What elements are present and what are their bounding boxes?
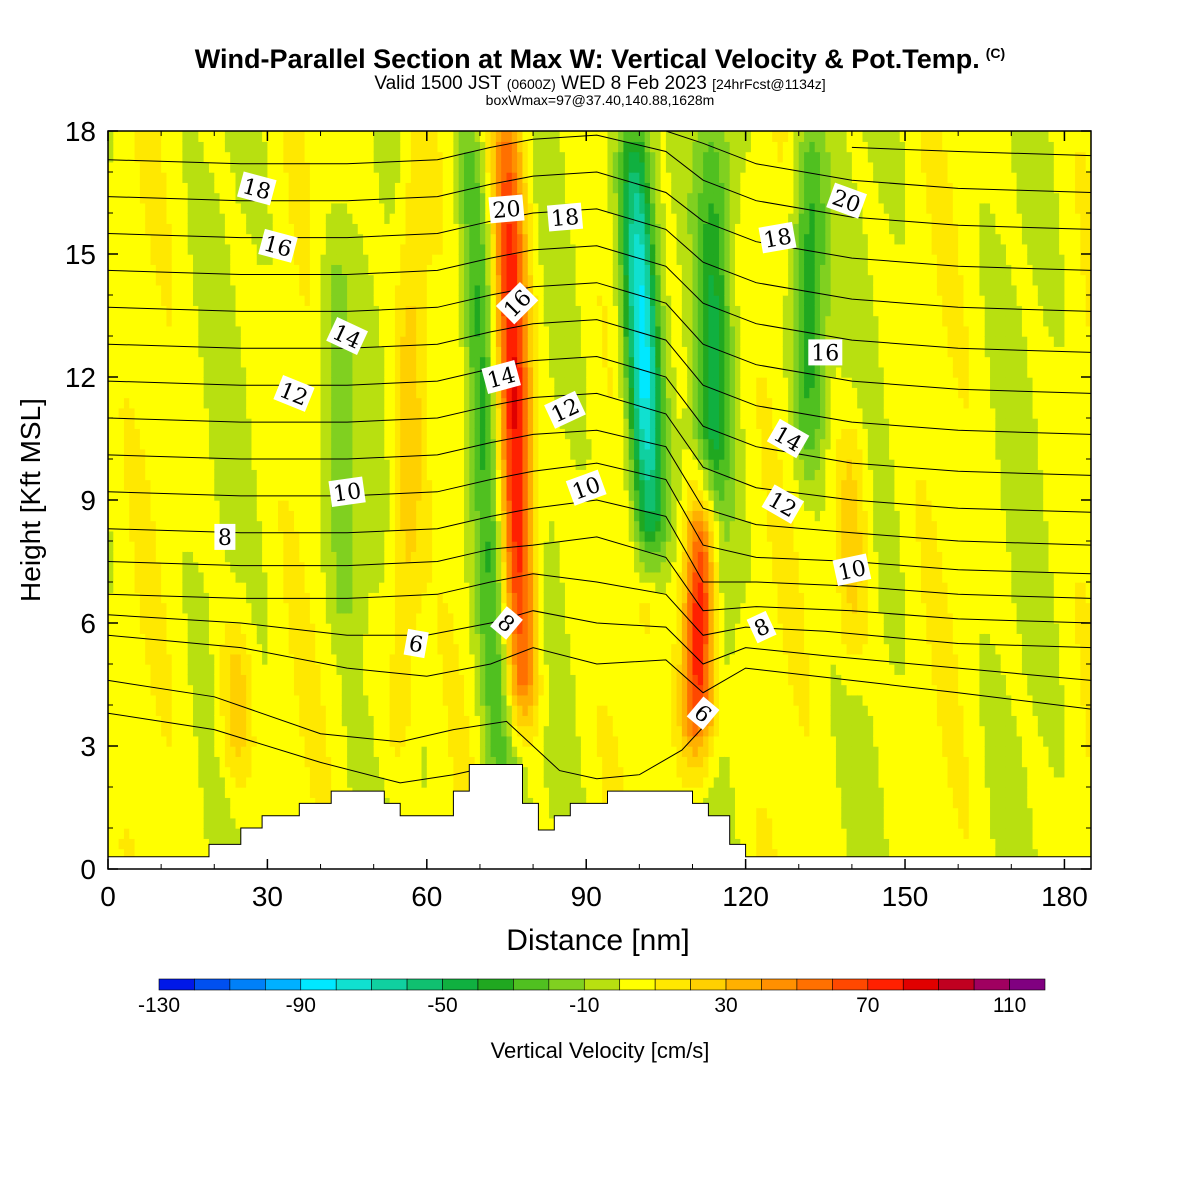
theta-label-21: 10	[832, 553, 872, 586]
theta-label-18: 16	[808, 339, 843, 366]
x-tick-label: 0	[100, 881, 116, 912]
theta-label-0: 18	[237, 171, 277, 206]
colorbar-swatch	[796, 978, 833, 991]
chart-title: Wind-Parallel Section at Max W: Vertical…	[194, 44, 1006, 74]
y-tick-label: 3	[80, 731, 96, 762]
y-axis-label: Height [Kft MSL]	[15, 398, 46, 602]
colorbar-label: Vertical Velocity [cm/s]	[491, 1038, 710, 1063]
theta-contour-15	[108, 171, 1091, 271]
terrain-fill	[107, 764, 1092, 870]
colorbar-tick-label: 30	[714, 994, 737, 1017]
chart-box-info: boxWmax=97@37.40,140.88,1628m	[485, 92, 715, 108]
colorbar-swatch	[832, 978, 869, 991]
colorbar-swatch	[548, 978, 585, 991]
theta-label-8: 18	[546, 202, 584, 232]
colorbar-swatch	[335, 978, 372, 991]
colorbar-swatch	[654, 978, 691, 991]
colorbar-tick-label: 110	[993, 994, 1026, 1017]
y-tick-label: 0	[80, 854, 96, 885]
theta-contour-2	[108, 634, 1091, 710]
colorbar-swatch	[938, 978, 975, 991]
theta-label-15: 8	[746, 610, 777, 644]
x-tick-label: 150	[882, 881, 929, 912]
theta-contour-14	[108, 208, 1091, 312]
copyright-mark: (C)	[985, 45, 1006, 61]
colorbar-swatch	[725, 978, 762, 991]
colorbar-swatch	[265, 978, 302, 991]
colorbar-swatch	[194, 978, 231, 991]
vertical-velocity-field	[108, 131, 1091, 869]
theta-contour-3	[108, 610, 1091, 681]
colorbar-swatch	[513, 978, 550, 991]
colorbar-swatch	[229, 978, 266, 991]
theta-isentropes	[108, 131, 1091, 784]
theta-contour-13	[108, 245, 1091, 353]
colorbar-swatch	[690, 978, 727, 991]
theta-contour-1	[108, 679, 709, 780]
theta-label-1: 16	[258, 228, 298, 263]
y-tick-label: 15	[65, 239, 96, 270]
theta-label-20: 12	[761, 484, 805, 524]
y-tick-label: 9	[80, 485, 96, 516]
colorbar-swatch	[619, 978, 656, 991]
theta-contour-8	[108, 429, 1091, 546]
colorbar-tick-label: -90	[286, 994, 316, 1017]
colorbar-swatch	[158, 978, 195, 991]
colorbar-swatch	[902, 978, 939, 991]
theta-contour-10	[108, 355, 1091, 476]
colorbar-tick-label: -50	[427, 994, 457, 1017]
theta-contour-5	[108, 536, 1091, 624]
colorbar-swatch	[442, 978, 479, 991]
colorbar-tick-label: -10	[569, 994, 599, 1017]
colorbar-tick-label: -130	[138, 994, 180, 1017]
theta-label-5: 8	[214, 523, 236, 551]
colorbar-swatch	[406, 978, 443, 991]
colorbar-swatch	[371, 978, 408, 991]
y-tick-label: 12	[65, 362, 96, 393]
theta-contour-0	[108, 712, 491, 784]
theta-contour-18	[851, 146, 1091, 157]
x-tick-label: 90	[571, 881, 602, 912]
x-tick-label: 60	[411, 881, 442, 912]
theta-label-17: 18	[758, 221, 797, 254]
theta-label-7: 20	[488, 194, 525, 224]
chart-subtitle: Valid 1500 JST (0600Z) WED 8 Feb 2023 [2…	[374, 73, 826, 94]
x-tick-label: 180	[1041, 881, 1088, 912]
colorbar: -130 -90 -50 -10 30 70 110	[138, 978, 1046, 1017]
y-tick-label: 18	[65, 116, 96, 147]
theta-label-4: 10	[328, 476, 366, 508]
colorbar-swatch	[1009, 978, 1046, 991]
x-tick-label: 120	[722, 881, 769, 912]
x-tick-label: 30	[252, 881, 283, 912]
theta-contour-17	[665, 131, 1091, 193]
colorbar-swatch	[761, 978, 798, 991]
theta-label-6: 6	[403, 628, 429, 659]
axes: 0 30 60 90 120 150 180 0 3 6 9 12 15 18	[65, 116, 1091, 912]
terrain-profile	[107, 764, 1092, 870]
colorbar-swatch	[973, 978, 1010, 991]
theta-contour-4	[108, 573, 1091, 649]
theta-contour-16	[108, 134, 1091, 230]
theta-contour-12	[108, 282, 1091, 394]
colorbar-swatch	[477, 978, 514, 991]
colorbar-tick-label: 70	[856, 994, 879, 1017]
y-tick-label: 6	[80, 608, 96, 639]
colorbar-swatch	[300, 978, 337, 991]
theta-contour-6	[108, 499, 1091, 599]
theta-label-10: 14	[481, 360, 521, 394]
colorbar-swatch	[583, 978, 621, 991]
x-axis-label: Distance [nm]	[506, 924, 689, 957]
theta-contour-9	[108, 392, 1091, 513]
colorbar-swatch	[867, 978, 904, 991]
